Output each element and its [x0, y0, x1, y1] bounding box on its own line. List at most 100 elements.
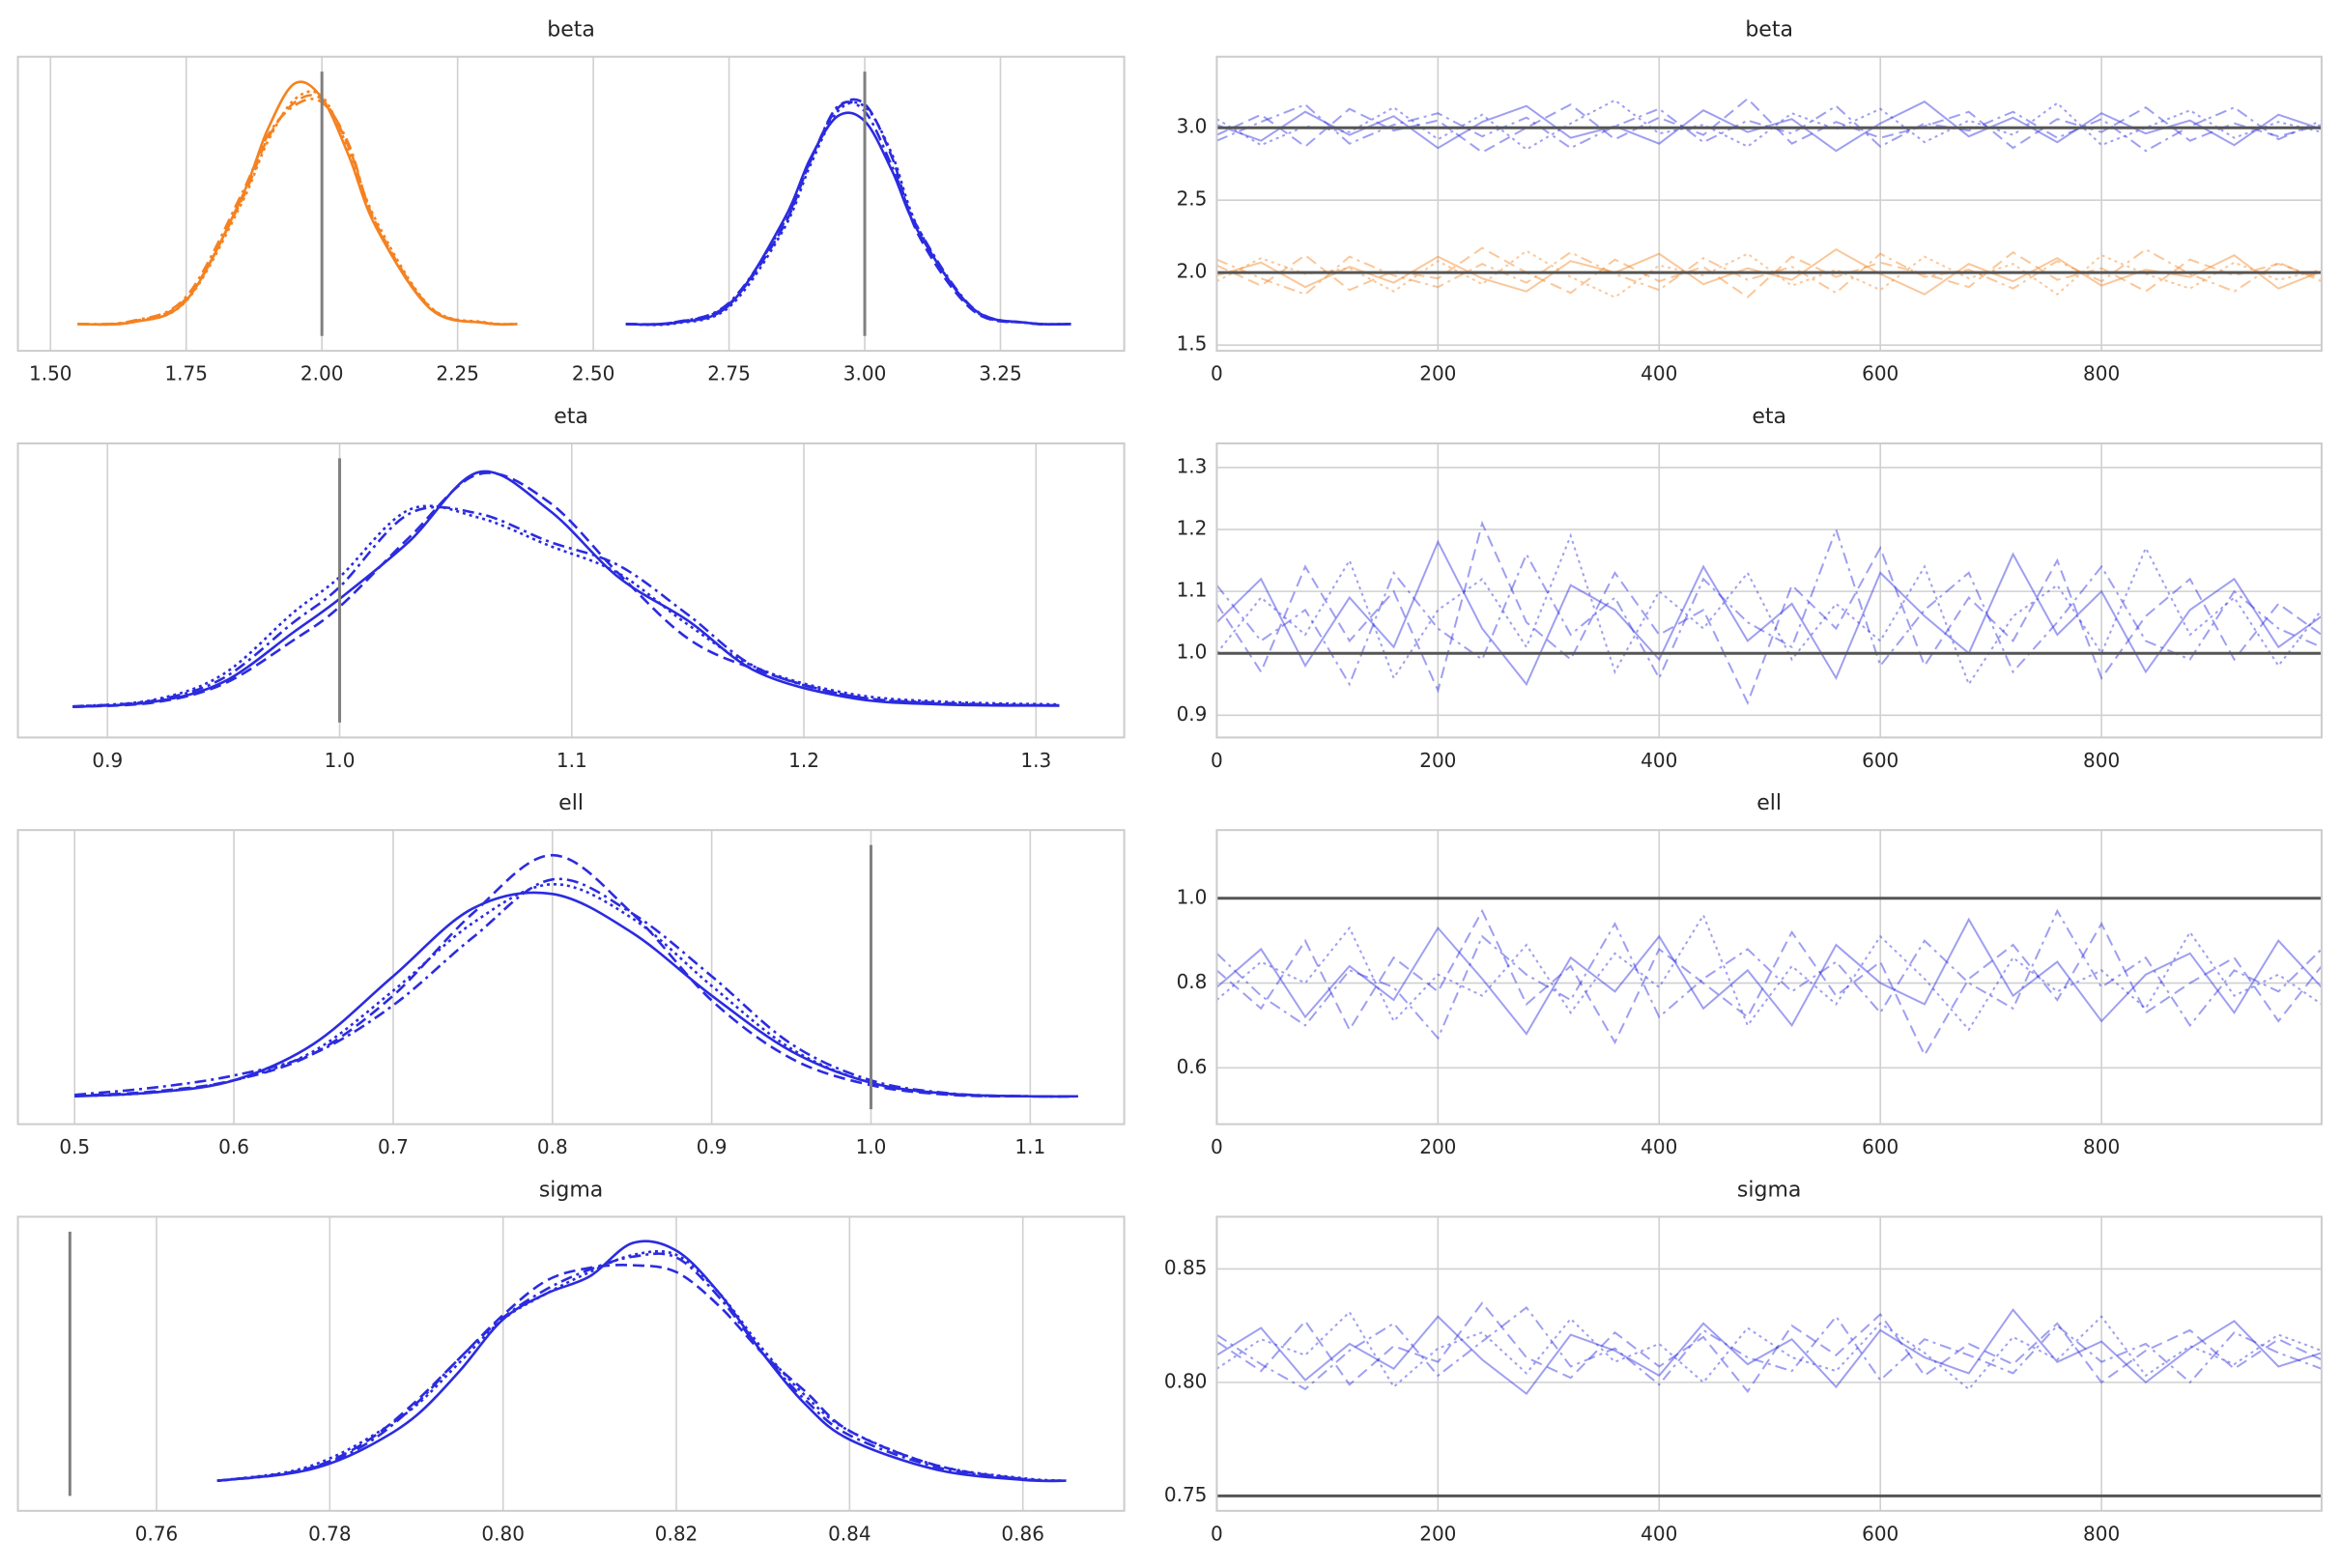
x-tick-label: 0.5 [59, 1135, 90, 1158]
x-tick-label: 1.2 [788, 749, 819, 772]
y-tick-label: 1.0 [1177, 885, 1208, 908]
y-tick-label: 3.0 [1177, 115, 1208, 138]
axes-frame [16, 829, 1126, 1126]
x-tick-label: 0.80 [481, 1522, 525, 1545]
density-curve [74, 882, 1078, 1098]
x-tick-label: 2.75 [707, 362, 751, 385]
density-curve [625, 100, 1071, 327]
axes-frame [1215, 1215, 2323, 1512]
x-tick-label: 800 [2083, 362, 2120, 385]
x-tick-label: 0 [1211, 749, 1223, 772]
y-tick-label: 2.5 [1177, 187, 1208, 211]
x-tick-label: 600 [1862, 1135, 1898, 1158]
trace-line [1215, 539, 2323, 687]
panel-title: eta [1752, 405, 1786, 429]
panel-title: beta [1745, 18, 1793, 43]
x-tick-label: 1.1 [1014, 1135, 1045, 1158]
panel-title: sigma [539, 1178, 603, 1202]
x-tick-label: 1.3 [1020, 749, 1051, 772]
x-tick-label: 0.9 [92, 749, 123, 772]
x-tick-label: 0.8 [537, 1135, 568, 1158]
x-tick-label: 1.75 [164, 362, 208, 385]
y-tick-label: 1.3 [1177, 454, 1208, 477]
trace-line [1216, 100, 2323, 153]
panel-title: ell [1756, 791, 1782, 815]
density-curve [77, 98, 518, 327]
x-tick-label: 600 [1862, 1522, 1898, 1545]
trace-line [1215, 1305, 2323, 1391]
x-tick-label: 200 [1419, 1522, 1456, 1545]
x-tick-label: 0.76 [135, 1522, 179, 1545]
trace-line [1215, 908, 2323, 1041]
x-tick-label: 400 [1641, 1522, 1677, 1545]
density-curve [625, 111, 1071, 327]
axes-frame [16, 55, 1126, 353]
x-tick-label: 1.1 [557, 749, 587, 772]
panel-title: eta [554, 405, 588, 429]
density-curve [72, 471, 1060, 708]
density-curve [216, 1264, 1067, 1483]
density-curve [625, 100, 1071, 327]
trace-line [1215, 99, 2323, 151]
x-tick-label: 0 [1211, 1522, 1223, 1545]
y-tick-label: 1.2 [1177, 517, 1208, 540]
x-tick-label: 0.84 [828, 1522, 871, 1545]
x-tick-label: 800 [2083, 749, 2120, 772]
trace-line [1215, 913, 2323, 1032]
x-tick-label: 0.86 [1001, 1522, 1044, 1545]
y-tick-label: 0.75 [1164, 1483, 1208, 1506]
density-curve [625, 98, 1071, 327]
x-tick-label: 800 [2083, 1522, 2120, 1545]
trace-line [1215, 532, 2323, 687]
density-curve [77, 94, 518, 327]
x-tick-label: 0 [1211, 362, 1223, 385]
x-tick-label: 0 [1211, 1135, 1223, 1158]
y-tick-label: 2.0 [1177, 260, 1208, 283]
x-tick-label: 200 [1419, 362, 1456, 385]
density-curve [216, 1252, 1067, 1483]
x-tick-label: 0.82 [655, 1522, 699, 1545]
axes-frame [1215, 442, 2323, 739]
x-tick-label: 3.25 [979, 362, 1022, 385]
x-tick-label: 0.6 [218, 1135, 249, 1158]
trace-line [1215, 1301, 2323, 1393]
x-tick-label: 0.78 [308, 1522, 352, 1545]
y-tick-label: 0.80 [1164, 1369, 1208, 1392]
x-tick-label: 2.00 [300, 362, 344, 385]
density-curve [72, 504, 1060, 708]
x-tick-label: 200 [1419, 1135, 1456, 1158]
x-tick-label: 200 [1419, 749, 1456, 772]
panel-title: ell [558, 791, 584, 815]
panel-title: beta [547, 18, 595, 43]
x-tick-label: 400 [1641, 749, 1677, 772]
y-tick-label: 0.9 [1177, 702, 1208, 726]
density-curve [74, 853, 1078, 1098]
y-tick-label: 1.5 [1177, 332, 1208, 356]
x-tick-label: 2.50 [572, 362, 615, 385]
trace-line [1215, 527, 2323, 687]
panel-title: sigma [1737, 1178, 1801, 1202]
x-tick-label: 1.0 [856, 1135, 887, 1158]
x-tick-label: 1.50 [29, 362, 72, 385]
density-curve [72, 470, 1060, 708]
x-tick-label: 600 [1862, 362, 1898, 385]
x-tick-label: 600 [1862, 749, 1898, 772]
trace-line [1216, 103, 2323, 153]
x-tick-label: 0.7 [378, 1135, 409, 1158]
x-tick-label: 2.25 [436, 362, 479, 385]
trace-line [1215, 1310, 2323, 1391]
y-tick-label: 0.6 [1177, 1055, 1208, 1078]
axes-frame [1215, 55, 2323, 353]
y-tick-label: 0.8 [1177, 970, 1208, 993]
x-tick-label: 400 [1641, 362, 1677, 385]
y-tick-label: 1.0 [1177, 641, 1208, 664]
y-tick-label: 1.1 [1177, 579, 1208, 602]
x-tick-label: 1.0 [325, 749, 356, 772]
density-curve [74, 877, 1078, 1098]
trace-line [1215, 917, 2323, 1036]
trace-line [1215, 908, 2323, 1058]
axes-frame [16, 442, 1126, 739]
trace-line [1215, 1308, 2323, 1396]
x-tick-label: 400 [1641, 1135, 1677, 1158]
